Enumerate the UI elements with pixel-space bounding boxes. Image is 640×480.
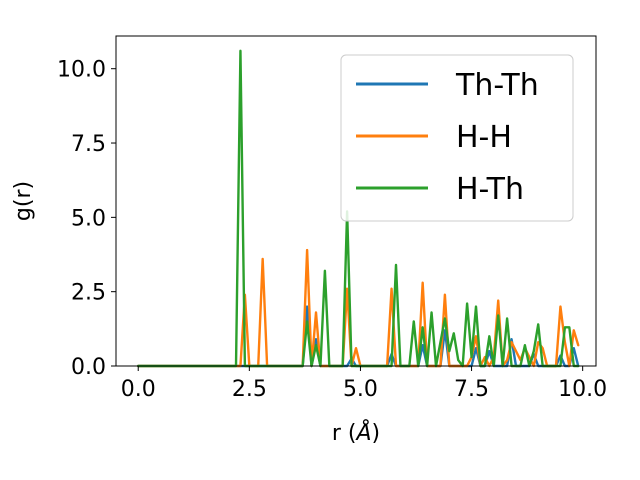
legend-label-h-h: H-H [456, 120, 512, 155]
x-axis-label-prefix: r ( [332, 421, 357, 446]
legend-entries: Th-Th H-H H-Th [356, 68, 539, 207]
x-tick-label: 10.0 [558, 377, 607, 402]
y-tick-label: 10.0 [57, 58, 106, 83]
y-axis: 0.0 2.5 5.0 7.5 10.0 [57, 58, 116, 380]
legend-frame [340, 54, 574, 222]
legend-label-th-th: Th-Th [455, 68, 539, 103]
y-tick-label: 2.5 [71, 281, 106, 306]
x-axis: 0.0 2.5 5.0 7.5 10.0 [121, 366, 607, 402]
x-tick-label: 7.5 [454, 377, 489, 402]
x-axis-label-suffix: ) [372, 421, 381, 446]
x-tick-label: 5.0 [343, 377, 378, 402]
y-tick-label: 0.0 [71, 355, 106, 380]
y-tick-label: 7.5 [71, 132, 106, 157]
x-axis-label: r (Å) [332, 419, 380, 446]
x-axis-label-symbol: Å [354, 419, 371, 446]
x-tick-label: 2.5 [232, 377, 267, 402]
series-line-h-th [137, 49, 580, 368]
plot-area [115, 35, 597, 368]
plot-frame [115, 35, 597, 367]
legend: Th-Th H-H H-Th [340, 54, 574, 222]
y-axis-label: g(r) [11, 181, 36, 221]
y-tick-label: 5.0 [71, 206, 106, 231]
x-tick-label: 0.0 [121, 377, 156, 402]
legend-label-h-th: H-Th [456, 172, 524, 207]
